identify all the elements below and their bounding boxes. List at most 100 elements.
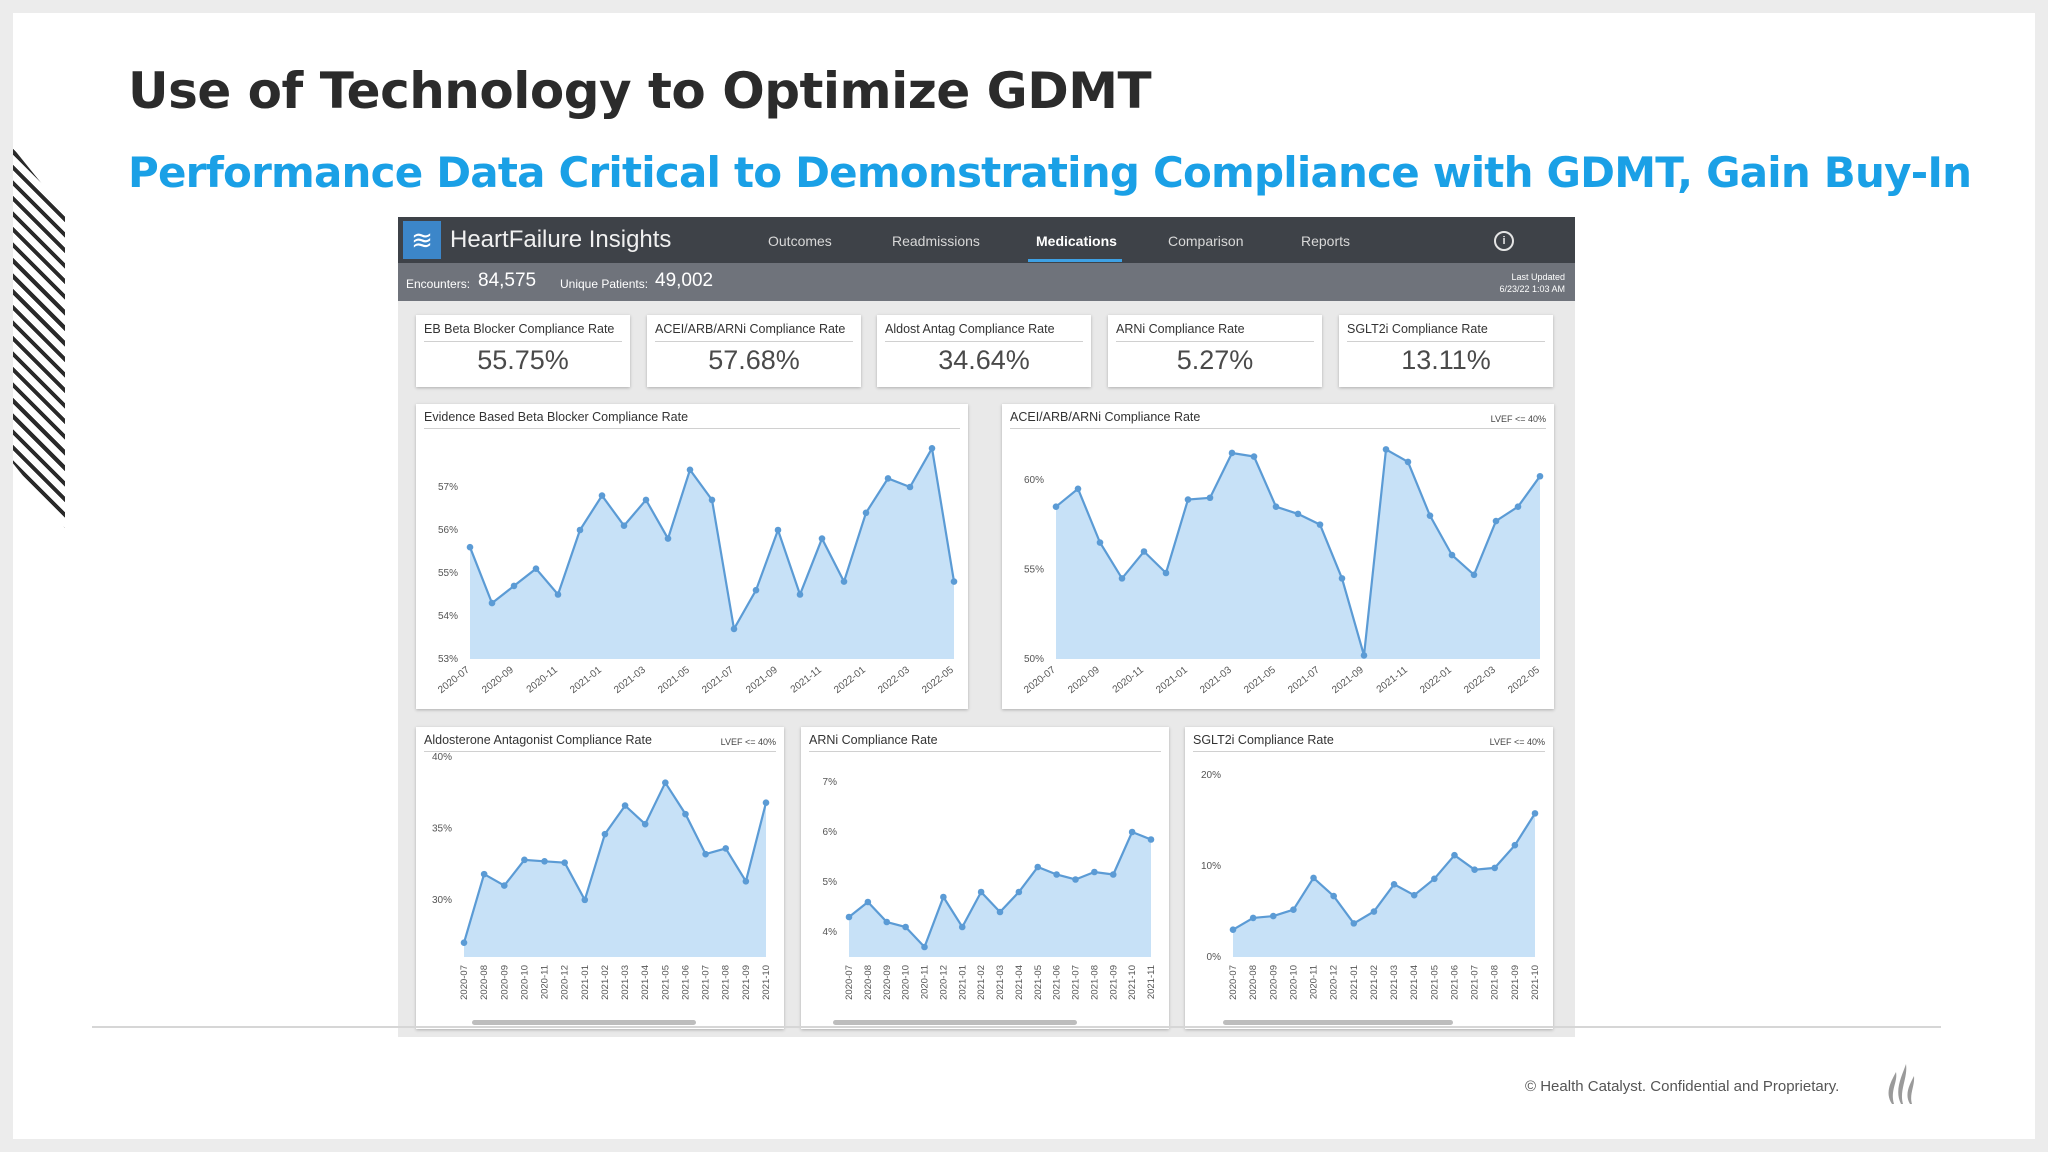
x-tick-label: 2020-11 xyxy=(1309,965,1320,999)
x-tick-label: 2021-04 xyxy=(1409,965,1420,1000)
x-tick-label: 2020-08 xyxy=(1248,965,1259,1000)
y-tick-label: 6% xyxy=(823,827,838,838)
data-point xyxy=(1390,880,1398,888)
data-point xyxy=(1184,496,1192,503)
x-tick-label: 2021-07 xyxy=(1071,965,1082,1000)
kpi-value: 5.27% xyxy=(1176,345,1254,375)
data-point xyxy=(722,845,730,852)
data-point xyxy=(1536,472,1544,480)
y-tick-label: 55% xyxy=(438,568,458,579)
data-point xyxy=(1471,866,1478,874)
slide-title: Use of Technology to Optimize GDMT xyxy=(128,62,1152,120)
data-point xyxy=(702,850,709,858)
chart-title: Evidence Based Beta Blocker Compliance R… xyxy=(424,410,689,424)
data-point xyxy=(1531,810,1539,817)
area-fill xyxy=(849,832,1151,957)
chart-title: ACEI/ARB/ARNi Compliance Rate xyxy=(1010,410,1201,424)
data-point xyxy=(1514,503,1522,511)
tab-readmissions[interactable]: Readmissions xyxy=(892,233,980,249)
info-icon[interactable]: i xyxy=(1494,231,1514,251)
kpi-value: 55.75% xyxy=(477,345,569,375)
data-point xyxy=(742,877,750,885)
slide-subtitle: Performance Data Critical to Demonstrati… xyxy=(128,148,1972,197)
data-point xyxy=(1426,512,1434,519)
area-fill xyxy=(1056,449,1540,659)
tab-medications[interactable]: Medications xyxy=(1036,233,1117,249)
x-tick-label: 2021-11 xyxy=(1146,965,1157,999)
data-point xyxy=(460,939,468,947)
x-tick-label: 2021-07 xyxy=(1286,664,1322,696)
kpi-card-acei-arb-arni[interactable]: ACEI/ARB/ARNi Compliance Rate 57.68% xyxy=(647,315,861,387)
data-point xyxy=(1052,503,1060,511)
data-point xyxy=(921,943,928,951)
x-tick-label: 2020-08 xyxy=(479,965,490,1000)
last-updated-label: Last Updated xyxy=(1511,272,1565,282)
x-tick-label: 2021-08 xyxy=(1490,965,1501,1000)
kpi-card-arni[interactable]: ARNi Compliance Rate 5.27% xyxy=(1108,315,1322,387)
kpi-card-aldost-antag[interactable]: Aldost Antag Compliance Rate 34.64% xyxy=(877,315,1091,387)
data-point xyxy=(1096,539,1104,546)
x-tick-label: 2021-05 xyxy=(1033,965,1044,1000)
kpi-card-beta-blocker[interactable]: EB Beta Blocker Compliance Rate 55.75% xyxy=(416,315,630,387)
data-point xyxy=(541,857,548,865)
x-tick-label: 2020-12 xyxy=(560,965,571,1000)
tab-outcomes[interactable]: Outcomes xyxy=(768,233,832,249)
data-point xyxy=(1338,575,1346,582)
y-tick-label: 7% xyxy=(823,777,838,788)
data-point xyxy=(1491,864,1499,872)
data-point xyxy=(977,888,985,896)
data-point xyxy=(883,918,891,926)
y-tick-label: 40% xyxy=(432,752,452,763)
kpi-label: SGLT2i Compliance Rate xyxy=(1347,322,1488,336)
x-tick-label: 2020-09 xyxy=(1268,965,1279,1000)
horizontal-scrollbar[interactable] xyxy=(833,1020,1077,1025)
x-tick-label: 2021-04 xyxy=(640,965,651,1000)
horizontal-scrollbar[interactable] xyxy=(472,1020,696,1025)
x-tick-label: 2021-10 xyxy=(1530,965,1541,1000)
y-tick-label: 5% xyxy=(823,877,838,888)
chart-title-divider xyxy=(809,751,1161,752)
tab-comparison[interactable]: Comparison xyxy=(1168,233,1244,249)
data-point xyxy=(906,483,914,491)
data-point xyxy=(1410,891,1418,899)
x-tick-label: 2020-12 xyxy=(1329,965,1340,1000)
x-tick-label: 2021-09 xyxy=(744,664,780,696)
lvef-filter-tag: LVEF <= 40% xyxy=(1489,737,1545,747)
kpi-value: 34.64% xyxy=(938,345,1030,375)
data-point xyxy=(1118,575,1126,582)
x-tick-label: 2022-05 xyxy=(1506,664,1542,696)
x-tick-label: 2021-01 xyxy=(957,965,968,1000)
x-tick-label: 2021-08 xyxy=(721,965,732,1000)
x-tick-label: 2020-11 xyxy=(540,965,551,999)
data-point xyxy=(1330,892,1337,900)
chart-title-divider xyxy=(1193,751,1545,752)
data-point xyxy=(598,492,606,499)
data-point xyxy=(1294,510,1302,518)
x-tick-label: 2021-11 xyxy=(1375,664,1410,695)
area-fill xyxy=(1233,813,1535,957)
data-point xyxy=(862,509,870,517)
data-point xyxy=(621,802,629,809)
x-tick-label: 2021-09 xyxy=(1510,965,1521,1000)
x-tick-label: 2020-08 xyxy=(863,965,874,1000)
x-tick-label: 2020-10 xyxy=(901,965,912,1000)
x-tick-label: 2020-09 xyxy=(882,965,893,1000)
x-tick-label: 2021-03 xyxy=(1198,664,1234,696)
kpi-card-sglt2i[interactable]: SGLT2i Compliance Rate 13.11% xyxy=(1339,315,1553,387)
y-tick-label: 35% xyxy=(432,823,452,834)
last-updated-value: 6/23/22 1:03 AM xyxy=(1499,284,1565,294)
data-point xyxy=(1316,521,1324,528)
horizontal-scrollbar[interactable] xyxy=(1223,1020,1453,1025)
x-tick-label: 2022-01 xyxy=(832,664,868,696)
data-point xyxy=(774,526,782,534)
kpi-label: EB Beta Blocker Compliance Rate xyxy=(424,322,615,336)
y-tick-label: 10% xyxy=(1201,861,1221,872)
tab-reports[interactable]: Reports xyxy=(1301,233,1351,249)
data-point xyxy=(1511,841,1519,849)
x-tick-label: 2021-03 xyxy=(612,664,648,696)
data-point xyxy=(1074,485,1082,493)
data-point xyxy=(1228,449,1236,457)
data-point xyxy=(1249,914,1257,922)
data-point xyxy=(950,578,958,585)
x-tick-label: 2020-09 xyxy=(1066,664,1102,696)
